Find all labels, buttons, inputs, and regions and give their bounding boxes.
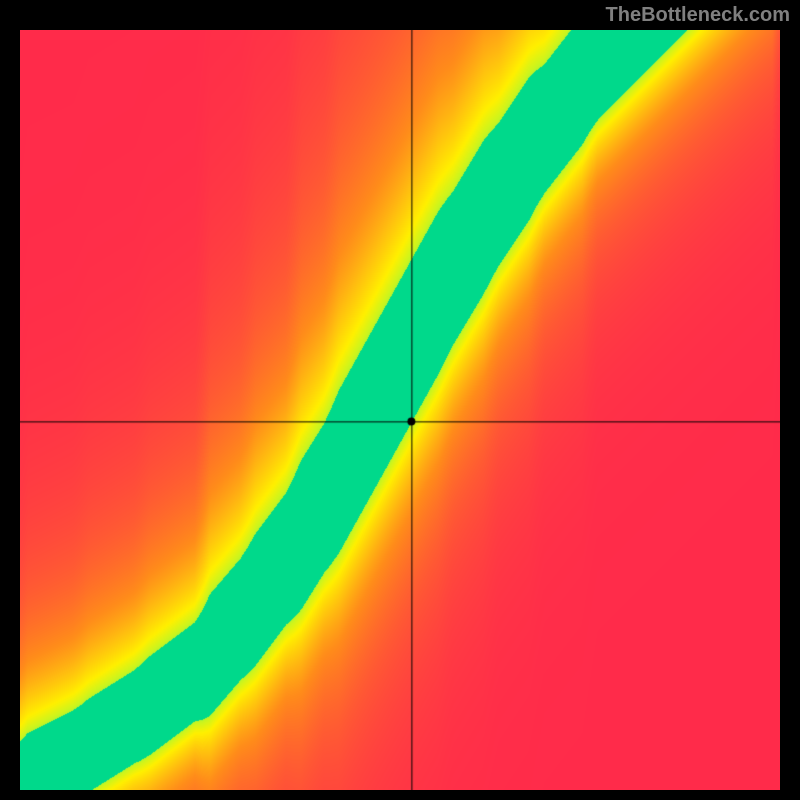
- chart-container: TheBottleneck.com: [0, 0, 800, 800]
- watermark-text: TheBottleneck.com: [606, 4, 790, 27]
- heatmap-canvas: [20, 30, 780, 790]
